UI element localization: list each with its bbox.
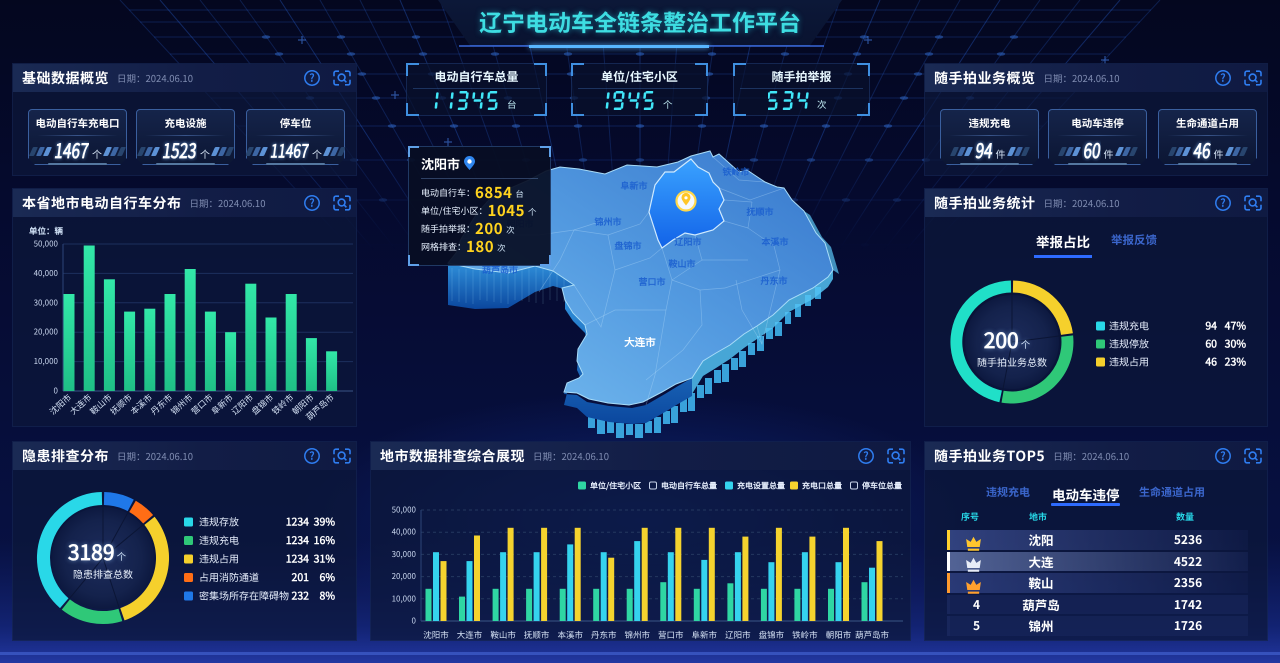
svg-text:10,000: 10,000 xyxy=(392,593,417,604)
svg-text:朝阳市: 朝阳市 xyxy=(826,629,852,641)
svg-text:16%: 16% xyxy=(314,533,336,548)
svg-text:鞍山市: 鞍山市 xyxy=(668,257,695,270)
svg-text:密集场所存在障碍物: 密集场所存在障碍物 xyxy=(199,588,289,603)
svg-text:充电设置总量: 充电设置总量 xyxy=(737,481,785,492)
svg-text:抚顺市: 抚顺市 xyxy=(746,205,773,218)
svg-text:违规充电: 违规充电 xyxy=(199,532,239,547)
svg-text:47%: 47% xyxy=(1224,319,1247,334)
svg-text:1234: 1234 xyxy=(286,552,309,567)
svg-text:葫芦岛市: 葫芦岛市 xyxy=(482,263,518,276)
svg-text:60: 60 xyxy=(1082,140,1101,162)
svg-text:30%: 30% xyxy=(1225,337,1247,352)
svg-text:鞍山市: 鞍山市 xyxy=(490,629,516,641)
svg-text:94: 94 xyxy=(1205,319,1217,334)
svg-text:60: 60 xyxy=(1205,337,1217,352)
svg-text:?: ? xyxy=(310,196,315,211)
svg-text:大连市: 大连市 xyxy=(67,391,94,417)
svg-text:违规存放: 违规存放 xyxy=(199,514,239,529)
svg-text:?: ? xyxy=(864,449,869,464)
svg-text:盘锦市: 盘锦市 xyxy=(249,391,276,417)
svg-text:锦州市: 锦州市 xyxy=(624,629,650,641)
svg-text:?: ? xyxy=(1221,196,1226,211)
svg-text:1467: 1467 xyxy=(53,140,89,162)
svg-text:本溪市: 本溪市 xyxy=(128,391,155,417)
svg-text:营口市: 营口市 xyxy=(188,391,215,417)
svg-text:占用消防通道: 占用消防通道 xyxy=(199,569,259,584)
svg-text:阜新市: 阜新市 xyxy=(692,629,718,641)
svg-text:个: 个 xyxy=(663,97,673,111)
svg-text:违规占用: 违规占用 xyxy=(199,551,239,566)
svg-text:停车位总量: 停车位总量 xyxy=(862,481,902,492)
svg-text:隐患排查总数: 隐患排查总数 xyxy=(73,566,133,581)
svg-text:0: 0 xyxy=(412,616,417,627)
svg-text:盘锦市: 盘锦市 xyxy=(614,239,641,252)
svg-text:铁岭市: 铁岭市 xyxy=(269,391,296,417)
svg-text:违规充电: 违规充电 xyxy=(1109,318,1149,333)
svg-text:40,000: 40,000 xyxy=(392,527,417,538)
svg-text:营口市: 营口市 xyxy=(658,629,684,641)
svg-text:46: 46 xyxy=(1192,140,1211,162)
svg-text:违规停放: 违规停放 xyxy=(1109,336,1149,351)
svg-text:台: 台 xyxy=(507,97,517,111)
svg-text:锦州市: 锦州市 xyxy=(594,215,621,228)
svg-text:40,000: 40,000 xyxy=(34,268,59,279)
svg-text:鞍山市: 鞍山市 xyxy=(87,391,114,417)
svg-text:阜新市: 阜新市 xyxy=(620,179,647,192)
svg-text:?: ? xyxy=(1221,449,1226,464)
svg-text:随手拍业务总数: 随手拍业务总数 xyxy=(977,354,1047,369)
svg-text:20,000: 20,000 xyxy=(34,327,59,338)
svg-text:锦州市: 锦州市 xyxy=(168,391,195,417)
svg-text:辽阳市: 辽阳市 xyxy=(674,235,701,248)
svg-text:次: 次 xyxy=(817,97,827,111)
svg-text:30,000: 30,000 xyxy=(392,549,417,560)
svg-text:50,000: 50,000 xyxy=(392,505,417,516)
svg-text:铁岭市: 铁岭市 xyxy=(722,165,749,178)
svg-text:丹东市: 丹东市 xyxy=(591,629,617,641)
svg-text:辽阳市: 辽阳市 xyxy=(229,391,256,417)
svg-text:丹东市: 丹东市 xyxy=(148,391,175,417)
svg-text:抚顺市: 抚顺市 xyxy=(524,629,550,641)
svg-text:94: 94 xyxy=(974,140,993,162)
svg-text:电动自行车总量: 电动自行车总量 xyxy=(661,481,717,492)
svg-text:8%: 8% xyxy=(320,589,336,604)
svg-text:单位/住宅小区: 单位/住宅小区 xyxy=(590,481,641,492)
svg-text:232: 232 xyxy=(292,589,310,604)
svg-text:11467: 11467 xyxy=(269,140,309,162)
svg-text:葫芦岛市: 葫芦岛市 xyxy=(855,629,890,641)
svg-text:20,000: 20,000 xyxy=(392,571,417,582)
svg-text:盘锦市: 盘锦市 xyxy=(759,629,785,641)
svg-text:单位：辆: 单位：辆 xyxy=(29,225,64,237)
svg-text:1234: 1234 xyxy=(286,515,309,530)
svg-text:沈阳市: 沈阳市 xyxy=(47,391,74,417)
svg-text:抚顺市: 抚顺市 xyxy=(108,391,135,417)
svg-text:营口市: 营口市 xyxy=(638,275,665,288)
svg-text:丹东市: 丹东市 xyxy=(760,274,787,287)
svg-text:辽阳市: 辽阳市 xyxy=(725,629,751,641)
svg-text:大连市: 大连市 xyxy=(457,629,483,641)
svg-text:201: 201 xyxy=(292,570,310,585)
svg-text:充电口总量: 充电口总量 xyxy=(802,481,842,492)
svg-text:本溪市: 本溪市 xyxy=(557,629,583,641)
svg-text:50,000: 50,000 xyxy=(34,239,59,250)
svg-text:200 个: 200 个 xyxy=(984,325,1031,355)
svg-text:6%: 6% xyxy=(320,570,336,585)
svg-text:30,000: 30,000 xyxy=(34,297,59,308)
svg-text:1234: 1234 xyxy=(286,533,309,548)
svg-text:31%: 31% xyxy=(314,552,336,567)
svg-text:39%: 39% xyxy=(314,515,336,530)
svg-text:?: ? xyxy=(1221,71,1226,86)
svg-text:违规占用: 违规占用 xyxy=(1109,354,1149,369)
svg-text:铁岭市: 铁岭市 xyxy=(792,629,818,641)
svg-text:沈阳市: 沈阳市 xyxy=(423,629,449,641)
svg-text:大连市: 大连市 xyxy=(624,335,656,350)
svg-text:1523: 1523 xyxy=(161,140,197,162)
svg-text:?: ? xyxy=(310,449,315,464)
svg-text:?: ? xyxy=(310,71,315,86)
svg-text:10,000: 10,000 xyxy=(34,356,59,367)
svg-text:阜新市: 阜新市 xyxy=(209,391,236,417)
svg-text:23%: 23% xyxy=(1225,355,1247,370)
svg-text:本溪市: 本溪市 xyxy=(761,235,788,248)
svg-text:0: 0 xyxy=(54,386,59,397)
svg-text:46: 46 xyxy=(1204,355,1217,370)
